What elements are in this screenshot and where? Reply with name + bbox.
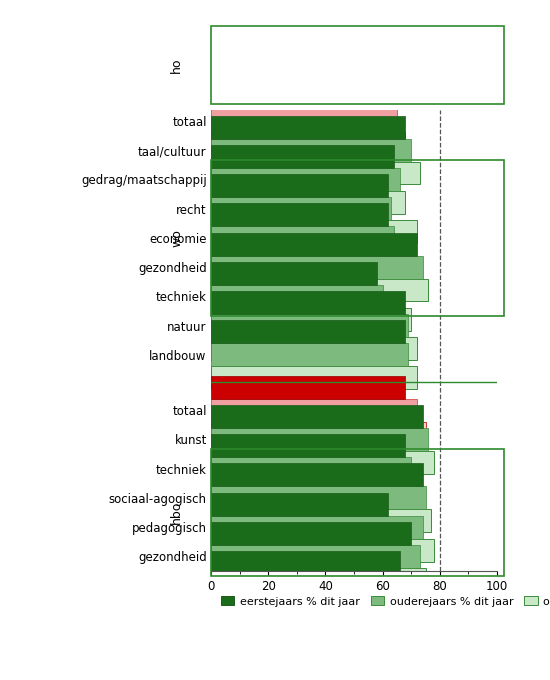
Bar bbox=[211, 509, 431, 532]
Bar bbox=[211, 457, 411, 480]
Bar bbox=[211, 109, 397, 133]
Bar bbox=[211, 581, 411, 603]
Bar bbox=[211, 226, 394, 250]
Bar bbox=[211, 54, 420, 77]
Bar bbox=[211, 308, 411, 330]
Bar bbox=[211, 398, 417, 422]
Bar bbox=[211, 449, 504, 576]
Bar bbox=[211, 262, 377, 285]
Bar bbox=[211, 367, 417, 389]
Bar bbox=[211, 197, 391, 220]
Bar bbox=[211, 27, 504, 105]
Bar bbox=[211, 133, 405, 155]
Bar bbox=[211, 422, 426, 445]
Bar bbox=[211, 77, 428, 100]
Text: hbo: hbo bbox=[170, 501, 183, 524]
Bar bbox=[211, 626, 426, 649]
Bar bbox=[211, 539, 434, 562]
Bar bbox=[211, 162, 420, 184]
Bar bbox=[211, 191, 405, 214]
Bar bbox=[211, 343, 408, 367]
Bar bbox=[211, 285, 383, 308]
Bar bbox=[211, 337, 417, 360]
Bar bbox=[211, 434, 405, 457]
Bar bbox=[211, 597, 422, 620]
Bar bbox=[211, 545, 420, 568]
Bar bbox=[211, 603, 417, 626]
Bar bbox=[211, 451, 434, 474]
Bar bbox=[211, 168, 400, 191]
Legend: eerstejaars % dit jaar, ouderejaars % dit jaar, ouderejaars % totaal: eerstejaars % dit jaar, ouderejaars % di… bbox=[217, 592, 550, 611]
Bar bbox=[211, 486, 426, 509]
Bar bbox=[211, 233, 417, 256]
Bar bbox=[211, 375, 405, 398]
Bar bbox=[211, 86, 388, 109]
Bar bbox=[211, 522, 411, 545]
Bar bbox=[211, 480, 420, 503]
Bar bbox=[211, 515, 422, 539]
Text: wo: wo bbox=[170, 229, 183, 247]
Bar bbox=[211, 463, 422, 486]
Bar bbox=[211, 31, 411, 54]
Bar bbox=[211, 160, 504, 316]
Bar bbox=[211, 320, 405, 343]
Bar bbox=[211, 256, 422, 279]
Bar bbox=[211, 250, 400, 272]
Bar bbox=[211, 405, 422, 428]
Text: ho: ho bbox=[170, 58, 183, 73]
Bar bbox=[211, 314, 408, 337]
Bar bbox=[211, 116, 405, 139]
Bar bbox=[211, 174, 388, 197]
Bar bbox=[211, 291, 405, 314]
Bar bbox=[211, 493, 388, 515]
Bar bbox=[211, 551, 400, 574]
Bar bbox=[211, 145, 394, 168]
Bar bbox=[211, 574, 405, 597]
Bar bbox=[211, 568, 426, 591]
Bar bbox=[211, 279, 428, 301]
Bar bbox=[211, 203, 388, 226]
Bar bbox=[211, 139, 411, 162]
Bar bbox=[211, 220, 417, 243]
Bar bbox=[211, 428, 428, 451]
